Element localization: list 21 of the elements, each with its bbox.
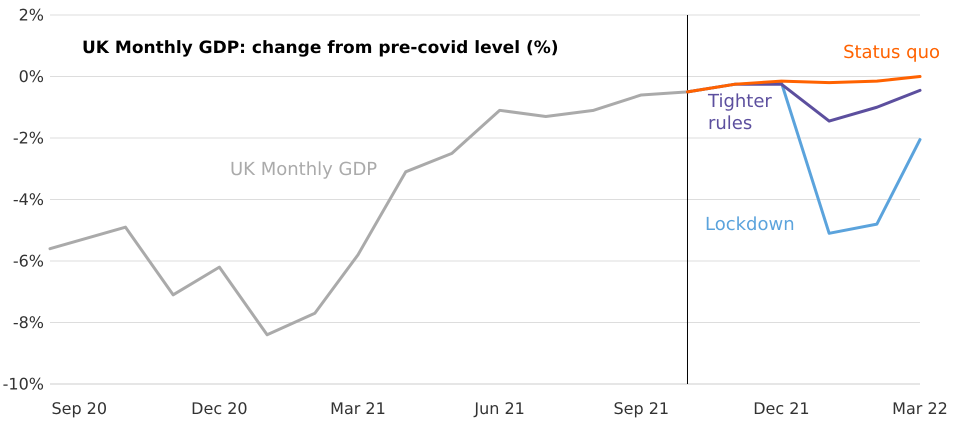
x-tick-label: Mar 22 [892,399,948,418]
x-tick-label: Dec 21 [753,399,810,418]
x-tick-label: Mar 21 [330,399,386,418]
series-label: Tighter rules [707,91,772,134]
series-label: Lockdown [705,214,795,235]
y-tick-label: -2% [12,128,44,148]
series-label: UK Monthly GDP [230,159,378,180]
x-tick-label: Dec 20 [191,399,248,418]
x-tick-label: Sep 20 [51,399,108,418]
y-tick-label: -4% [12,190,44,210]
y-tick-label: -10% [2,374,44,394]
line-series [686,75,922,94]
text: UK Monthly GDP: change from pre-covid level (%) [82,38,559,58]
y-tick-label: 0% [18,67,44,86]
y-tick-label: -6% [12,252,44,271]
series-label: Status quo [843,42,940,63]
x-tick-label: Jun 21 [473,399,525,418]
line-series [48,90,689,336]
x-tick-label: Sep 21 [613,399,670,418]
y-tick-label: 2% [18,6,44,25]
y-tick-label: -8% [12,313,44,332]
